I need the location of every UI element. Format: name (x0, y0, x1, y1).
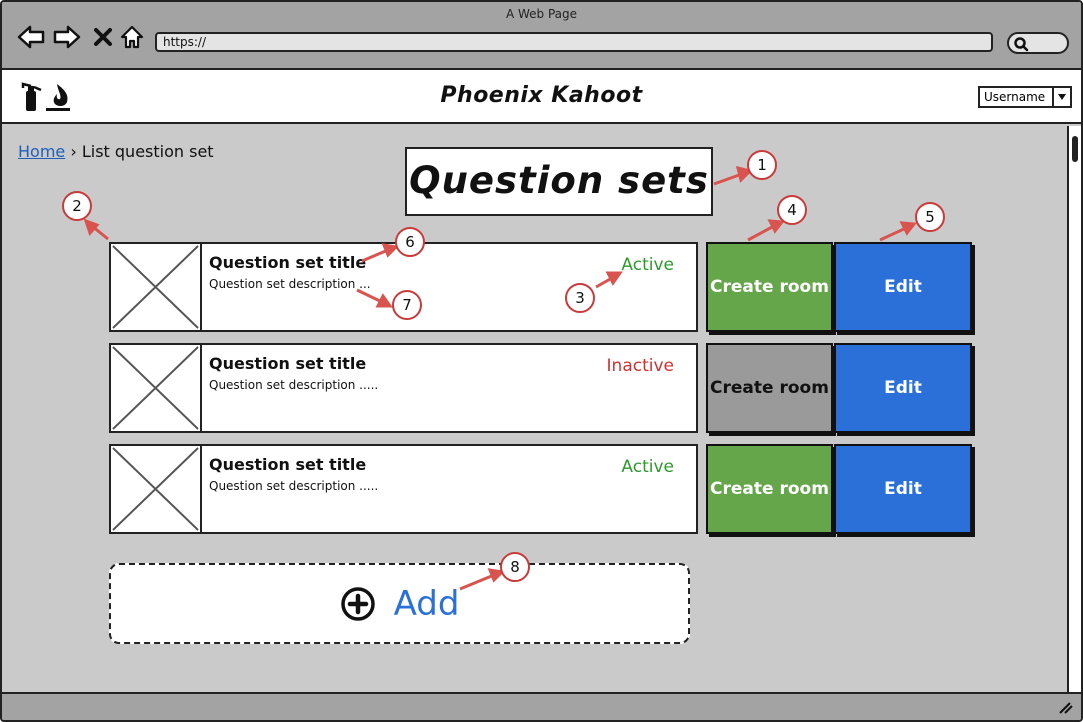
close-icon[interactable] (92, 24, 114, 50)
question-set-card[interactable]: Question set title Question set descript… (109, 444, 698, 534)
annotation-marker: 7 (392, 290, 422, 320)
status-label: Active (621, 255, 674, 275)
url-input[interactable]: https:// (155, 32, 993, 52)
scroll-thumb[interactable] (1072, 136, 1078, 162)
browser-chrome: A Web Page https:// (2, 2, 1081, 70)
annotation-marker: 3 (565, 283, 595, 313)
resize-grip-icon[interactable] (1057, 700, 1073, 714)
image-placeholder-icon (112, 345, 202, 431)
search-icon (1014, 37, 1029, 52)
breadcrumb-separator: › (70, 142, 77, 161)
vertical-scrollbar[interactable] (1067, 126, 1081, 692)
question-set-title: Question set title (209, 455, 367, 474)
annotation-marker: 2 (62, 191, 92, 221)
app-header: Phoenix Kahoot Username (2, 70, 1081, 124)
status-label: Inactive (606, 356, 674, 376)
annotation-marker: 4 (777, 195, 807, 225)
edit-button[interactable]: Edit (834, 343, 972, 433)
create-room-button[interactable]: Create room (706, 444, 833, 534)
create-room-button[interactable]: Create room (706, 242, 833, 332)
question-set-description: Question set description ..... (209, 479, 379, 493)
image-placeholder-icon (112, 244, 202, 330)
home-icon[interactable] (119, 24, 145, 50)
question-set-title: Question set title (209, 253, 367, 272)
back-icon[interactable] (16, 24, 46, 50)
annotation-marker: 1 (747, 150, 777, 180)
question-set-description: Question set description ... (209, 277, 371, 291)
breadcrumb: Home › List question set (18, 142, 214, 161)
annotation-marker: 6 (395, 227, 425, 257)
status-label: Active (621, 457, 674, 477)
username-label: Username (984, 90, 1046, 104)
user-menu-dropdown[interactable]: Username (978, 86, 1072, 108)
edit-button[interactable]: Edit (834, 242, 972, 332)
status-bar (2, 692, 1081, 720)
edit-button[interactable]: Edit (834, 444, 972, 534)
image-placeholder-icon (112, 446, 202, 532)
chevron-down-icon[interactable] (1052, 88, 1070, 106)
window-title: A Web Page (505, 7, 578, 21)
fire-extinguisher-logo-icon (21, 82, 70, 111)
question-set-description: Question set description ..... (209, 378, 379, 392)
question-set-card[interactable]: Question set title Question set descript… (109, 343, 698, 433)
add-question-set-button[interactable]: Add (109, 563, 690, 644)
annotation-marker: 8 (500, 552, 530, 582)
forward-icon[interactable] (52, 24, 82, 50)
add-label: Add (393, 583, 460, 624)
breadcrumb-current: List question set (81, 142, 214, 161)
annotation-marker: 5 (915, 202, 945, 232)
create-room-button[interactable]: Create room (706, 343, 833, 433)
page-title: Question sets (405, 147, 713, 216)
question-set-title: Question set title (209, 354, 367, 373)
app-title: Phoenix Kahoot (440, 83, 643, 108)
breadcrumb-home-link[interactable]: Home (18, 142, 66, 161)
plus-circle-icon (340, 586, 375, 621)
browser-search-field[interactable] (1007, 32, 1069, 54)
